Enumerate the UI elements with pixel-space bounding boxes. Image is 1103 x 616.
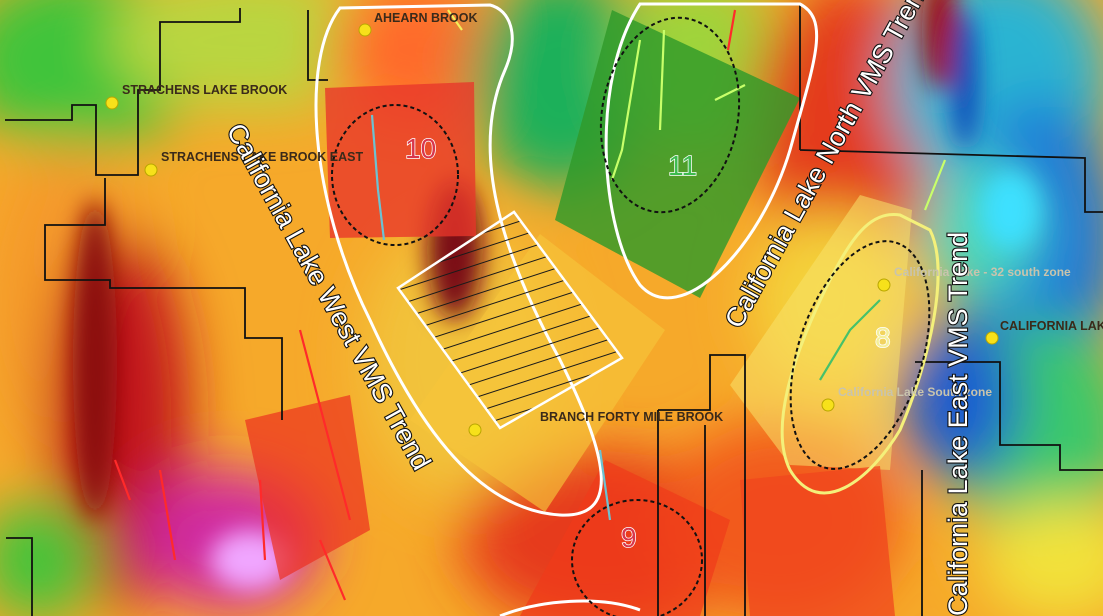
- brook-markers: [105, 23, 999, 437]
- claim-boundaries: [5, 5, 1103, 616]
- east-trend-outline: [780, 212, 940, 495]
- marker-cal-lake: [985, 331, 999, 345]
- label-ahearn: AHEARN BROOK: [374, 11, 477, 25]
- target-box-9: [520, 460, 730, 616]
- marker-forty-mile: [468, 423, 482, 437]
- marker-cal-32: [877, 278, 891, 292]
- brook-labels: AHEARN BROOK STRACHENS LAKE BROOK STRACH…: [122, 11, 1103, 424]
- hatched-target: [396, 210, 624, 430]
- target-number-10: 10: [405, 133, 436, 164]
- target-number-9: 9: [621, 522, 637, 553]
- target-box-se: [740, 466, 895, 616]
- target-box-10: [325, 82, 476, 238]
- trend-outlines: [314, 2, 940, 616]
- label-forty-mile: BRANCH FORTY MILE BROOK: [540, 410, 723, 424]
- label-cal-32: California Lake - 32 south zone: [894, 265, 1071, 279]
- label-strachens-east: STRACHENS LAKE BROOK EAST: [161, 150, 363, 164]
- marker-strachens-east: [144, 163, 158, 177]
- target-ellipses: [331, 16, 931, 616]
- ellipse-8: [789, 240, 931, 470]
- target-number-8: 8: [875, 322, 891, 353]
- ellipse-11: [599, 16, 741, 214]
- north-trend-outline: [604, 2, 819, 300]
- target-box-sw: [245, 395, 370, 580]
- west-trend-outline: [314, 3, 603, 517]
- ellipse-9: [571, 499, 703, 616]
- east-trend-label: California Lake East VMS Trend: [943, 232, 973, 616]
- ellipse-10: [331, 104, 459, 246]
- south-trend-outline: [499, 599, 641, 616]
- label-cal-lake: CALIFORNIA LAKE: [1000, 319, 1103, 333]
- label-strachens: STRACHENS LAKE BROOK: [122, 83, 287, 97]
- marker-cal-south: [821, 398, 835, 412]
- target-box-8: [730, 195, 912, 470]
- marker-strachens: [105, 96, 119, 110]
- target-numbers: 10 11 8 9: [404, 132, 891, 554]
- marker-ahearn: [358, 23, 372, 37]
- target-number-11: 11: [668, 150, 697, 181]
- label-cal-south: California Lake South zone: [838, 385, 992, 399]
- conductor-lines: [113, 9, 947, 601]
